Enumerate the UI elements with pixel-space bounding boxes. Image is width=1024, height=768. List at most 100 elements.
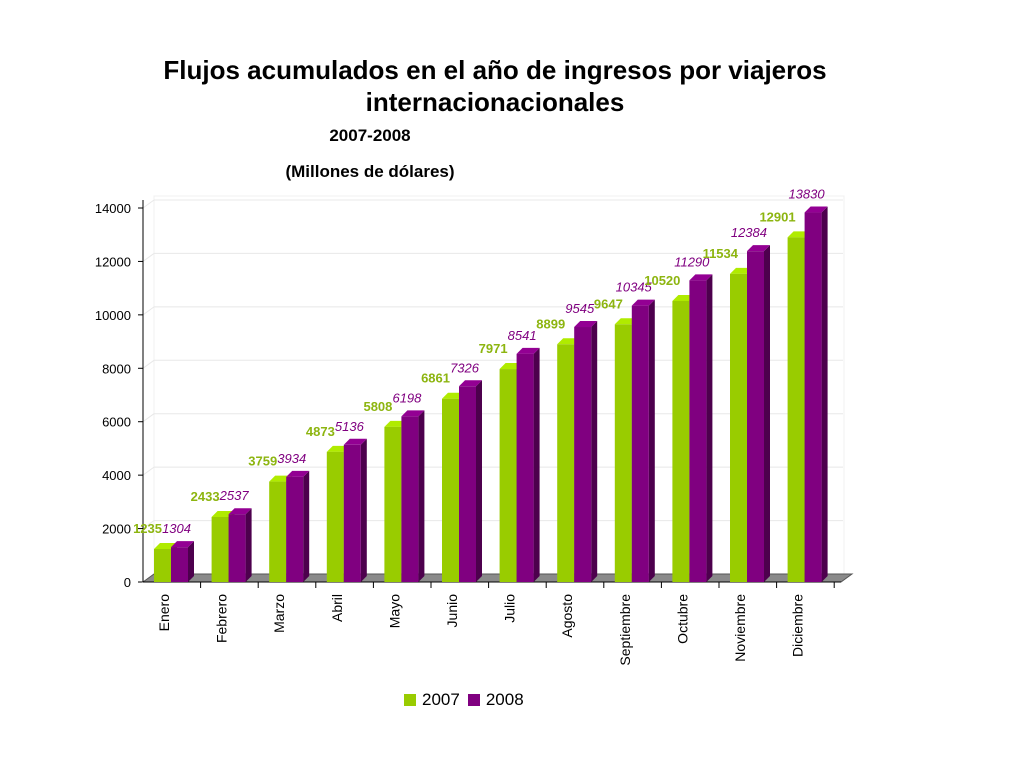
bar-2008-noviembre-top [747,245,770,252]
legend-swatch-2007 [404,694,416,706]
bar-2008-abril-side [360,438,367,582]
bar-2008-octubre [689,274,713,582]
data-label-2008: 1304 [162,521,191,536]
chart-title-line1: Flujos acumulados en el año de ingresos … [163,55,827,85]
x-tick-label: Enero [156,594,172,632]
data-label-2008: 13830 [788,187,825,202]
gridline-depth [142,253,155,262]
chart-legend: 2007 2008 [404,690,532,710]
bar-2008-febrero [228,508,252,582]
bar-2008-junio [459,380,482,582]
bar-2008-octubre-top [689,274,713,281]
bar-2008-noviembre [747,245,770,582]
data-label-2008: 2537 [219,488,250,503]
x-tick-label: Febrero [214,594,230,643]
y-tick-label: 4000 [102,468,131,483]
bar-2008-enero-top [171,541,194,548]
y-tick-label: 12000 [95,254,131,269]
data-label-2008: 9545 [565,301,595,316]
bar-2008-febrero-top [228,508,252,515]
bar-2007-julio-front [499,369,517,582]
y-tick-label: 6000 [102,415,131,430]
bar-2008-mayo-top [401,410,425,417]
data-label-2007: 3759 [248,454,277,469]
chart-subtitle-units: (Millones de dólares) [285,162,455,181]
bar-2008-julio [516,347,540,582]
bar-2008-mayo-side [418,410,425,582]
bar-2007-febrero-front [211,517,229,582]
gridline-depth [142,413,155,423]
y-tick-label: 10000 [95,308,131,323]
legend-item-2007: 2007 [404,690,460,710]
y-tick-label: 8000 [102,361,131,376]
chart-title: Flujos acumulados en el año de ingresos … [0,54,990,118]
y-tick-label: 14000 [95,201,131,216]
legend-swatch-2008 [467,694,480,706]
x-tick-label: Abril [329,594,345,622]
data-label-2008: 11290 [674,254,710,269]
legend-label-2008: 2008 [485,690,524,709]
bar-2007-marzo-front [269,481,287,582]
data-label-2007: 5808 [363,399,392,414]
data-label-2007: 2433 [191,489,220,504]
bar-2008-septiembre-top [631,299,655,306]
bar-2007-agosto-front [557,344,575,582]
bar-2008-diciembre-front [804,212,822,582]
data-label-2007: 6861 [421,371,450,386]
x-tick-label: Agosto [559,594,575,638]
x-tick-label: Diciembre [790,594,806,657]
bar-2008-diciembre-top [804,206,828,213]
bar-2008-agosto-top [574,321,598,328]
bar-2008-septiembre-front [631,305,649,582]
bar-2008-septiembre-side [648,299,655,582]
data-label-2007: 7971 [479,341,508,356]
y-tick-label: 2000 [102,522,131,537]
bar-2007-junio-front [442,398,459,582]
gridline-depth [142,466,155,476]
data-label-2008: 6198 [392,390,422,405]
x-tick-label: Marzo [271,594,287,633]
data-label-2008: 8541 [508,328,537,343]
data-label-2008: 12384 [731,225,767,240]
bar-2008-agosto-side [591,321,598,582]
data-label-2007: 12901 [759,209,795,224]
bar-2008-mayo [401,410,425,582]
bar-2007-octubre-front [672,300,690,582]
plot-back-wall [153,195,845,575]
x-tick-label: Septiembre [617,594,633,666]
data-label-2007: 4873 [306,424,335,439]
bar-2008-marzo-top [286,470,310,477]
bar-2008-abril [343,438,367,582]
bar-2007-diciembre-front [787,237,805,582]
bar-2008-marzo-front [286,476,304,582]
bar-2008-noviembre-side [764,245,770,582]
bar-2008-diciembre [804,206,828,582]
x-tick-label: Octubre [674,594,690,644]
x-tick-label: Mayo [386,594,402,628]
gridline-depth [142,359,155,369]
bar-2008-julio-top [516,347,540,354]
bar-2008-noviembre-front [747,251,764,582]
x-tick-label: Noviembre [732,594,748,662]
bar-2008-julio-front [516,353,534,582]
bar-2008-octubre-front [689,280,707,582]
bar-2008-julio-side [533,347,540,582]
legend-label-2007: 2007 [422,690,460,709]
bar-2007-abril-front [326,451,344,582]
bar-2008-junio-front [459,386,476,582]
bar-2008-enero-front [171,547,188,582]
bar-2008-octubre-side [706,274,713,582]
x-tick-label: Junio [444,594,460,628]
bar-2008-marzo [286,470,310,582]
legend-item-2008: 2008 [467,690,524,710]
chart-title-line2: internacionacionales [365,87,625,117]
data-label-2007: 9647 [594,296,623,311]
bar-2008-enero-side [188,541,194,582]
bar-2008-febrero-side [245,508,252,582]
bar-2007-mayo-front [384,426,402,582]
gridline-depth [142,306,155,316]
bar-2007-noviembre-front [730,273,747,582]
gridline-depth [142,520,155,529]
x-tick-label: Julio [502,594,518,623]
